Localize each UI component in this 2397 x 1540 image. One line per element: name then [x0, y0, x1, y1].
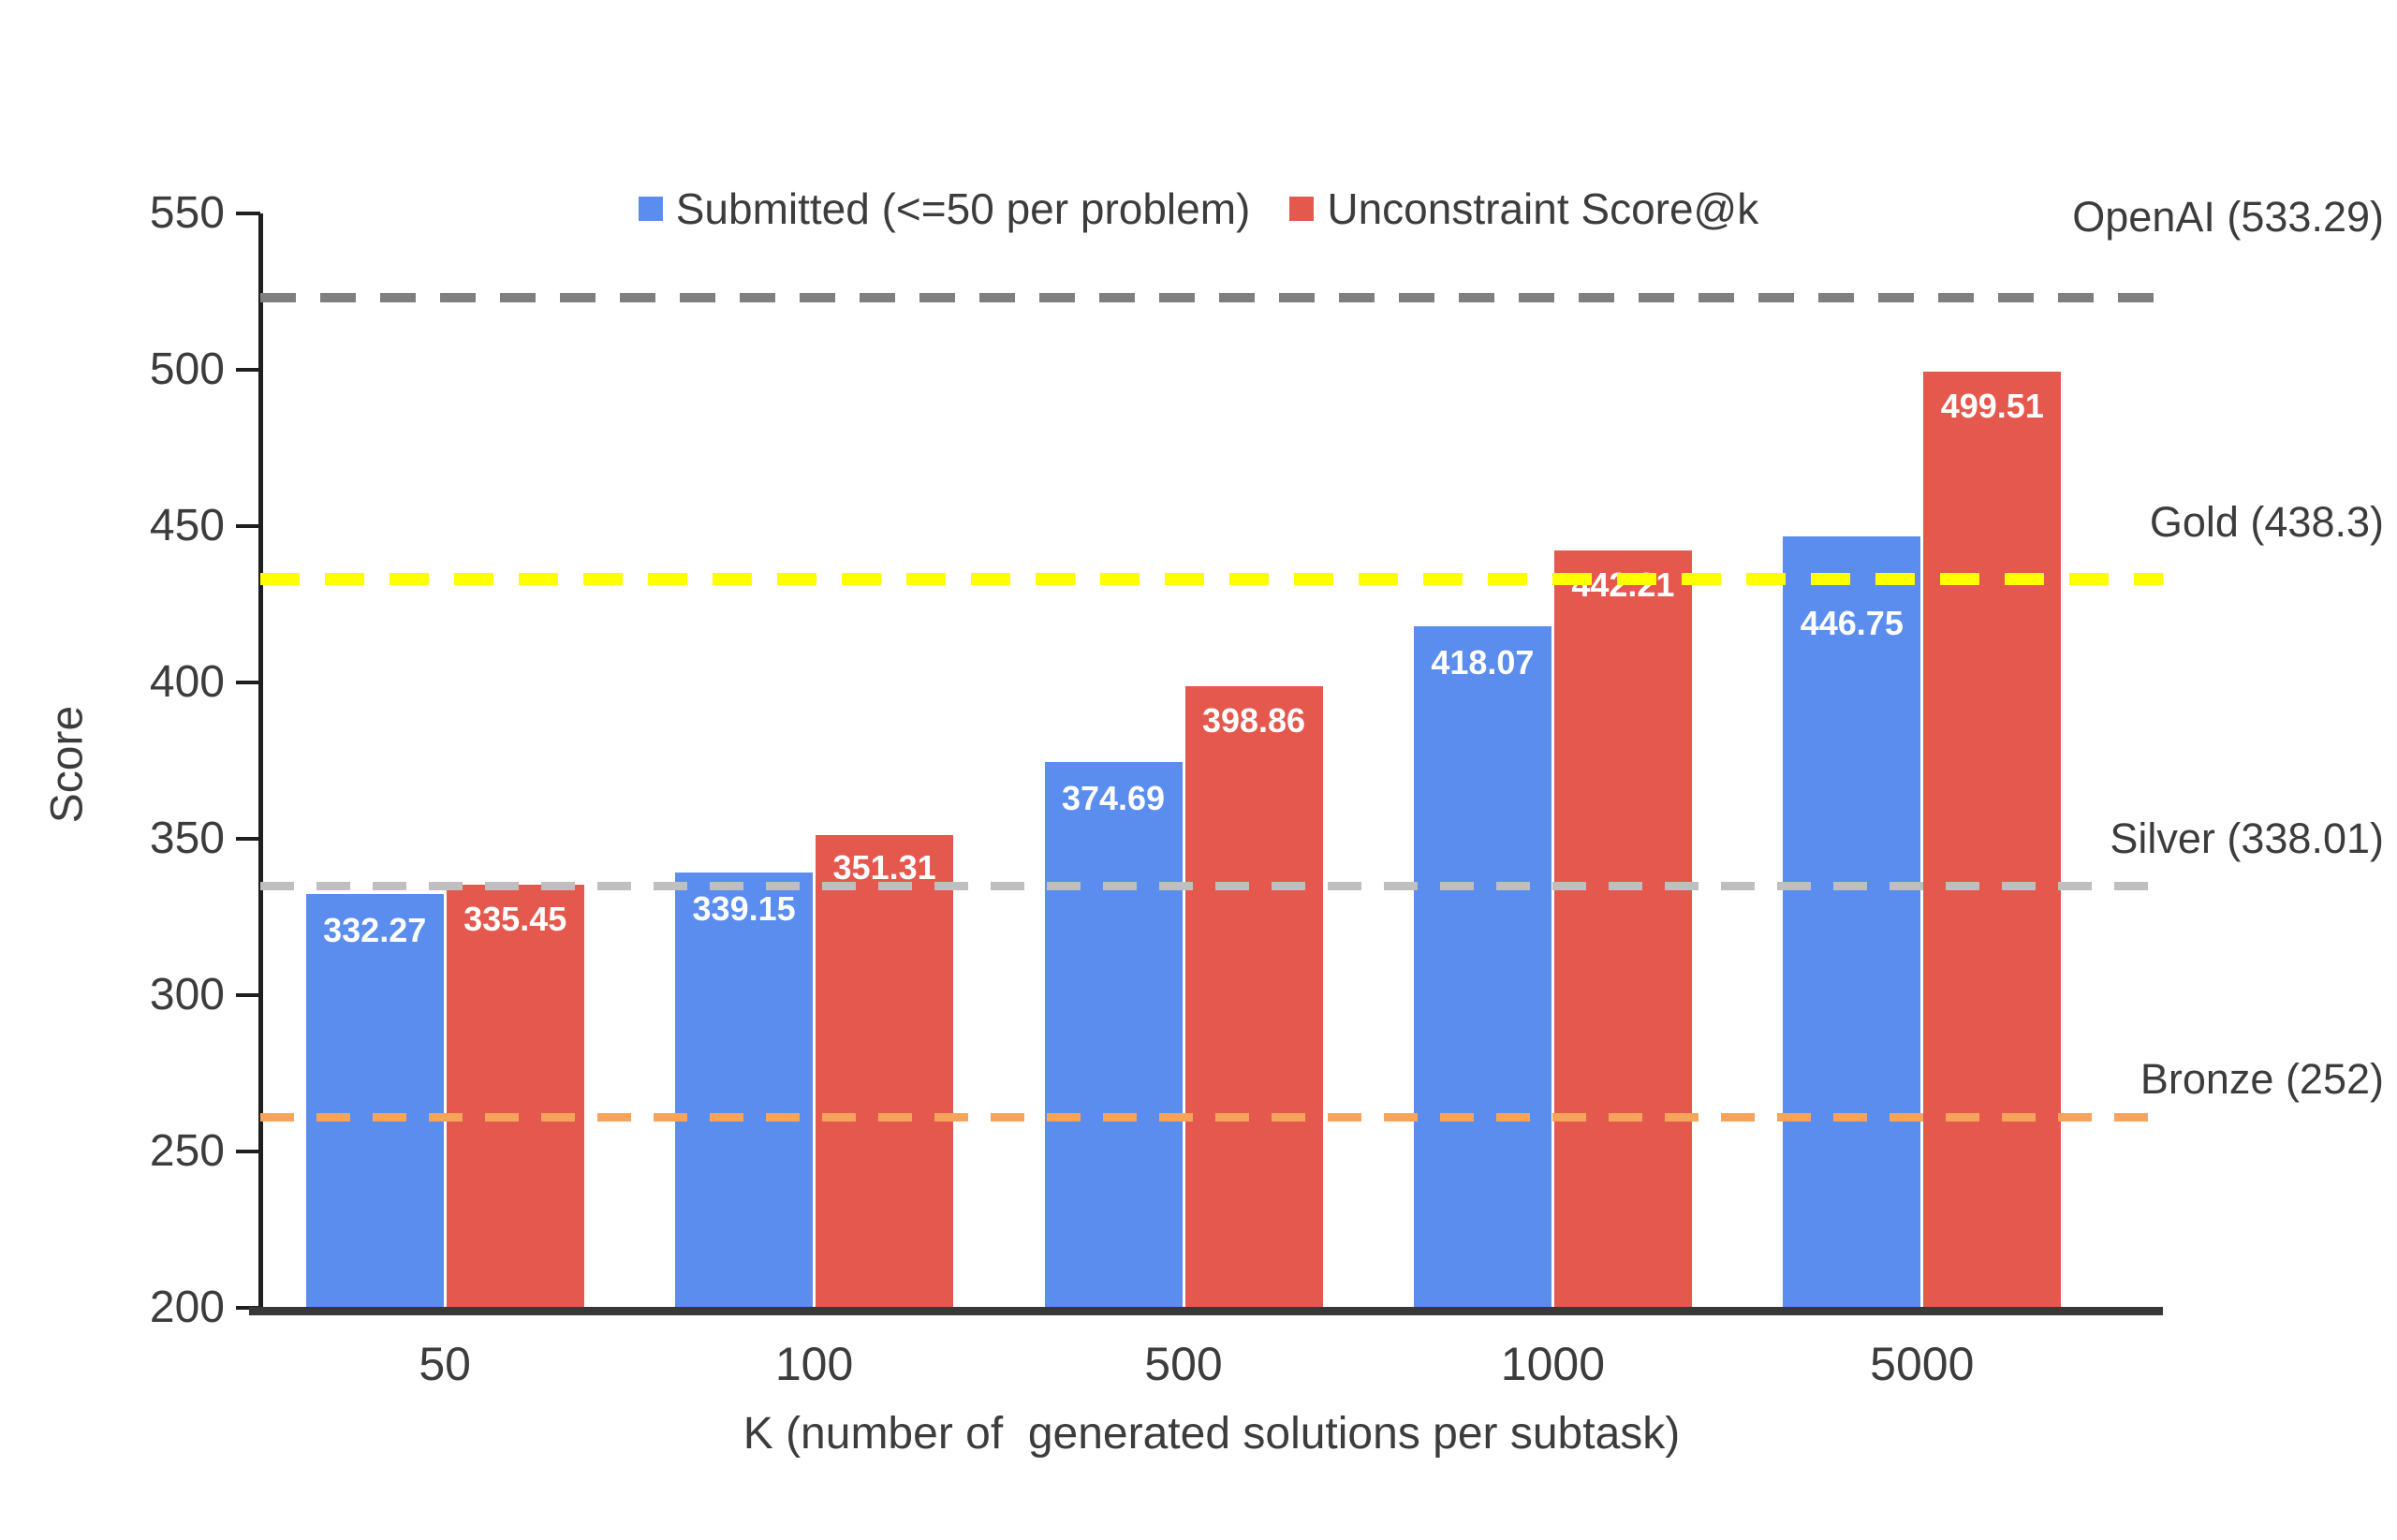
- bar-unconstraint-score-k-500: [1184, 685, 1323, 1308]
- y-axis-tick-label: 400: [149, 657, 225, 707]
- x-axis-tick-label: 50: [419, 1338, 471, 1390]
- bar-value-label: 499.51: [1940, 386, 2044, 425]
- reference-label-gold: Gold (438.3): [2149, 498, 2384, 547]
- bar-value-label: 335.45: [463, 899, 567, 938]
- reference-label-bronze: Bronze (252): [2140, 1054, 2384, 1103]
- bar-unconstraint-score-k-5000: [1923, 371, 2062, 1308]
- x-axis-tick-label: 1000: [1500, 1338, 1605, 1390]
- legend-swatch-icon: [638, 197, 663, 221]
- legend-label: Submitted (<=50 per problem): [675, 184, 1251, 233]
- y-axis-tick-label: 200: [149, 1283, 225, 1332]
- y-axis-tick-label: 350: [149, 814, 225, 863]
- bar-value-label: 446.75: [1800, 603, 1904, 642]
- reference-line-openai: [260, 293, 2163, 303]
- x-axis-tick-label: 5000: [1870, 1338, 1975, 1390]
- bar-submitted-50-per-problem-50: [305, 894, 444, 1308]
- bar-submitted-50-per-problem-1000: [1413, 625, 1551, 1308]
- bar-unconstraint-score-k-100: [816, 834, 954, 1308]
- legend-item-unconstraint-score-k: Unconstraint Score@k: [1289, 183, 1758, 234]
- x-axis-title: K (number of generated solutions per sub…: [743, 1409, 1681, 1459]
- bar-value-label: 339.15: [692, 889, 796, 929]
- reference-line-silver: [260, 881, 2163, 890]
- bar-submitted-50-per-problem-500: [1044, 761, 1183, 1308]
- y-axis-tick-mark: [236, 368, 260, 372]
- bar-unconstraint-score-k-50: [446, 884, 584, 1308]
- y-axis-tick-label: 300: [149, 970, 225, 1019]
- y-axis-line: [258, 213, 263, 1315]
- x-axis-line: [249, 1307, 2163, 1315]
- y-axis-tick-label: 450: [149, 501, 225, 550]
- legend-label: Unconstraint Score@k: [1327, 184, 1759, 233]
- bar-value-label: 332.27: [323, 911, 427, 950]
- bar-unconstraint-score-k-1000: [1553, 550, 1692, 1308]
- x-axis-tick-label: 500: [1144, 1338, 1223, 1390]
- y-axis-tick-mark: [236, 212, 260, 215]
- chart-legend: Submitted (<=50 per problem) Unconstraint…: [0, 183, 2397, 234]
- y-axis-tick-label: 550: [149, 188, 225, 238]
- reference-label-silver: Silver (338.01): [2110, 814, 2384, 862]
- bar-value-label: 418.07: [1431, 642, 1535, 682]
- y-axis-tick-mark: [236, 681, 260, 684]
- reference-line-bronze: [260, 1112, 2163, 1122]
- legend-swatch-icon: [1289, 197, 1315, 221]
- y-axis-tick-mark: [236, 524, 260, 528]
- y-axis-tick-label: 250: [149, 1126, 225, 1176]
- legend-item-submitted-50-per-problem: Submitted (<=50 per problem): [638, 183, 1251, 234]
- y-axis-tick-mark: [236, 837, 260, 841]
- y-axis-tick-mark: [236, 993, 260, 997]
- bar-value-label: 398.86: [1201, 700, 1306, 740]
- reference-line-gold: [260, 573, 2163, 586]
- y-axis-tick-mark: [236, 1306, 260, 1310]
- bar-value-label: 374.69: [1061, 778, 1166, 817]
- y-axis-tick-label: 500: [149, 345, 225, 394]
- bar-submitted-50-per-problem-5000: [1783, 535, 1921, 1308]
- y-axis-tick-mark: [236, 1150, 260, 1153]
- reference-label-openai: OpenAI (533.29): [2072, 193, 2384, 242]
- bar-submitted-50-per-problem-100: [675, 873, 814, 1308]
- bar-value-label: 351.31: [832, 847, 936, 887]
- x-axis-tick-label: 100: [774, 1338, 854, 1390]
